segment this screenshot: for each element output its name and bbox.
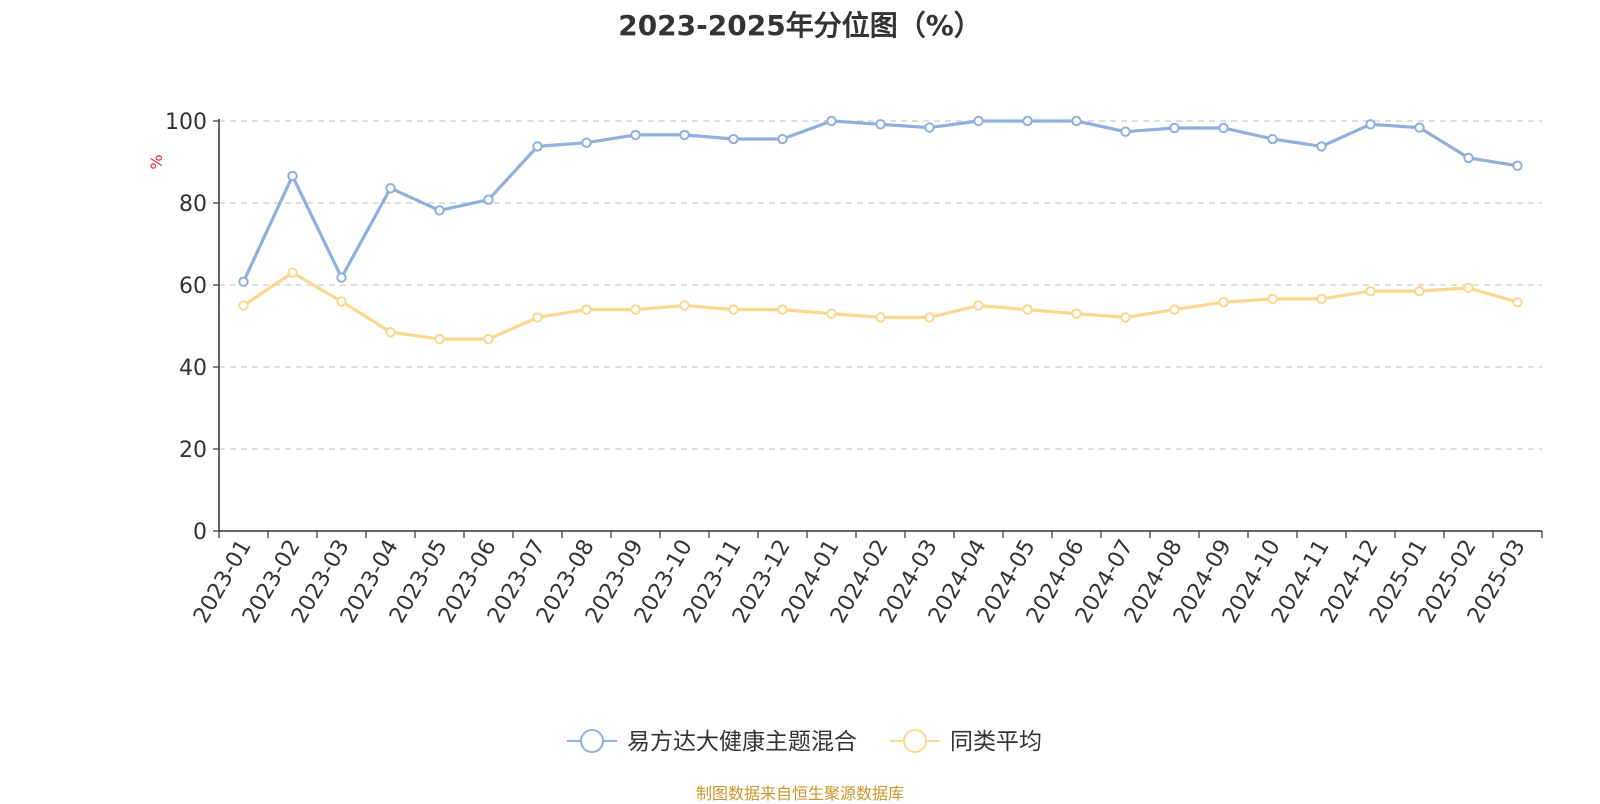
data-point[interactable] [1365, 285, 1376, 297]
data-point[interactable] [1463, 282, 1474, 294]
data-point[interactable] [581, 137, 592, 148]
data-point[interactable] [1414, 285, 1425, 297]
legend-item-1[interactable]: 易方达大健康主题混合 [567, 729, 857, 755]
data-point[interactable] [238, 276, 249, 287]
legend-circle-icon [580, 729, 604, 753]
data-point[interactable] [1365, 119, 1376, 130]
data-point[interactable] [1071, 308, 1082, 319]
data-point[interactable] [924, 122, 935, 133]
data-point[interactable] [973, 115, 984, 127]
data-point[interactable] [875, 312, 886, 323]
legend-label: 同类平均 [950, 729, 1042, 755]
data-point[interactable] [1120, 126, 1131, 137]
series-lines [238, 115, 1523, 345]
data-point[interactable] [728, 133, 739, 145]
data-point[interactable] [973, 300, 984, 311]
data-point[interactable] [385, 183, 396, 194]
data-point[interactable] [679, 300, 690, 311]
data-point[interactable] [1218, 122, 1229, 134]
data-point[interactable] [1512, 297, 1523, 308]
data-point[interactable] [532, 312, 543, 323]
y-tick-label: 100 [165, 110, 207, 135]
legend-item-2[interactable]: 同类平均 [890, 729, 1042, 755]
data-point[interactable] [434, 333, 445, 345]
data-point[interactable] [1022, 304, 1033, 315]
grid-lines [219, 120, 1542, 450]
y-tick-label: 60 [179, 274, 207, 299]
data-point[interactable] [1414, 122, 1425, 133]
data-point[interactable] [1463, 152, 1474, 164]
legend-circle-icon [903, 729, 927, 753]
data-point[interactable] [336, 272, 347, 283]
y-axis-label: % [147, 154, 166, 169]
data-point[interactable] [1218, 297, 1229, 308]
data-point[interactable] [287, 170, 298, 182]
data-point[interactable] [287, 267, 298, 278]
data-point[interactable] [532, 141, 543, 152]
data-point[interactable] [1267, 133, 1278, 145]
data-point[interactable] [777, 133, 788, 145]
data-point[interactable] [581, 304, 592, 315]
data-point[interactable] [728, 304, 739, 315]
series-2 [238, 267, 1523, 345]
data-point[interactable] [826, 308, 837, 319]
y-tick-label: 80 [179, 192, 207, 217]
data-point[interactable] [1512, 160, 1523, 171]
y-tick-label: 20 [179, 438, 207, 463]
data-point[interactable] [483, 194, 494, 205]
data-point[interactable] [483, 333, 494, 345]
axes: 020406080100%2023-012023-022023-032023-0… [147, 110, 1543, 628]
data-point[interactable] [679, 129, 690, 141]
legend-label: 易方达大健康主题混合 [627, 729, 857, 755]
y-tick-label: 0 [193, 520, 207, 545]
data-point[interactable] [875, 119, 886, 130]
data-point[interactable] [336, 296, 347, 307]
data-point[interactable] [826, 115, 837, 127]
data-point[interactable] [1022, 115, 1033, 127]
data-point[interactable] [1267, 293, 1278, 305]
data-point[interactable] [777, 304, 788, 315]
data-point[interactable] [1120, 312, 1131, 323]
data-point[interactable] [385, 326, 396, 338]
data-point[interactable] [1071, 115, 1082, 127]
data-point[interactable] [1316, 141, 1327, 152]
data-point[interactable] [434, 205, 445, 216]
data-point[interactable] [1169, 304, 1180, 315]
data-point[interactable] [630, 304, 641, 315]
series-line [242, 271, 1518, 341]
data-point[interactable] [1316, 293, 1327, 305]
data-source-note: 制图数据来自恒生聚源数据库 [695, 784, 904, 803]
series-1 [238, 115, 1523, 287]
data-point[interactable] [630, 129, 641, 141]
chart-title: 2023-2025年分位图（%） [618, 9, 982, 42]
data-point[interactable] [924, 312, 935, 323]
y-tick-label: 40 [179, 356, 207, 381]
data-point[interactable] [1169, 122, 1180, 134]
data-point[interactable] [238, 300, 249, 311]
legend: 易方达大健康主题混合 同类平均 [567, 729, 1042, 755]
